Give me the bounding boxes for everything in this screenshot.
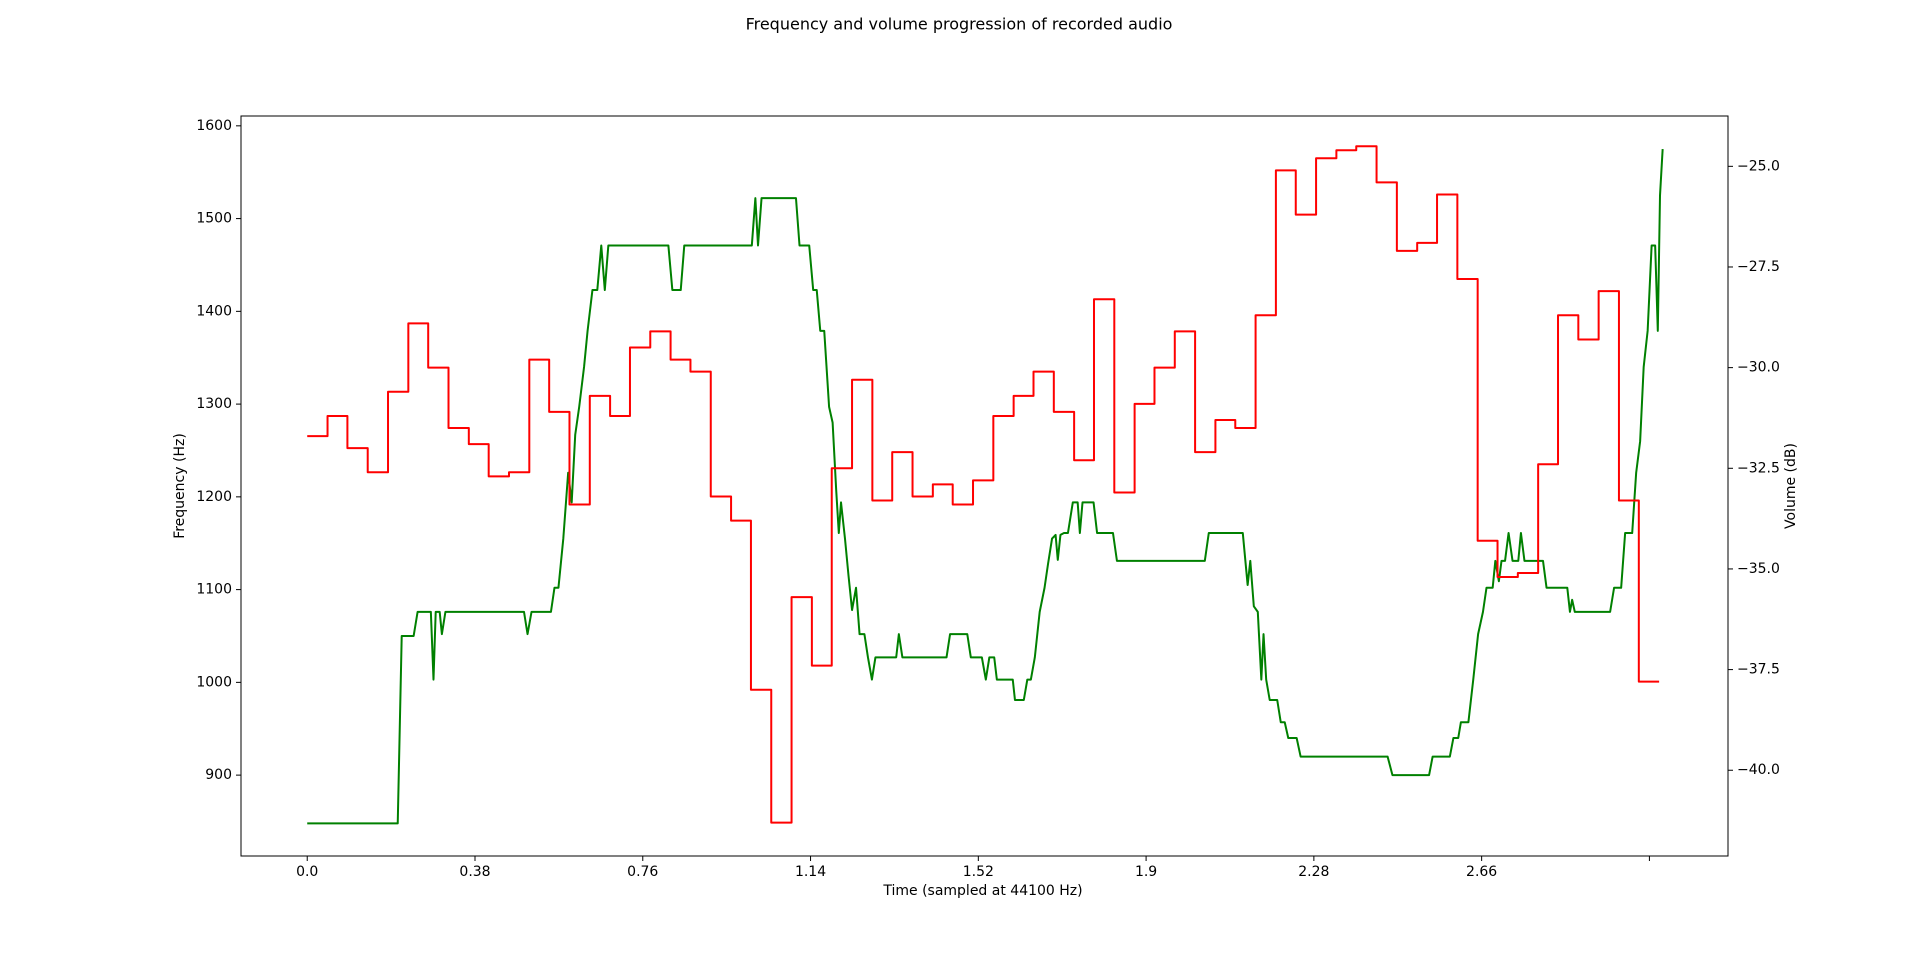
data-line: [307, 148, 1664, 825]
y2-tick-label: −27.5: [1737, 259, 1780, 275]
x-axis-label: Time (sampled at 44100 Hz): [882, 883, 1082, 899]
x-tick-label: 1.9: [1135, 864, 1157, 880]
y-tick-label: 1600: [196, 118, 232, 134]
y-tick-label: 1200: [196, 489, 232, 505]
y-tick-label: 1000: [196, 674, 232, 690]
y-tick-label: 1300: [196, 396, 232, 412]
chart-title: Frequency and volume progression of reco…: [746, 15, 1173, 34]
y-axis-label: Frequency (Hz): [172, 433, 188, 539]
y2-tick-label: −37.5: [1737, 662, 1780, 678]
x-tick-label: 0.38: [459, 864, 490, 880]
y-tick-label: 1500: [196, 211, 232, 227]
y-tick-label: 1100: [196, 582, 232, 598]
y2-axis-label: Volume (dB): [1783, 443, 1799, 529]
y2-tick-label: −35.0: [1737, 561, 1780, 577]
y2-tick-label: −30.0: [1737, 360, 1780, 376]
axes-frame: [240, 115, 1729, 857]
x-tick-label: 2.66: [1466, 864, 1497, 880]
x-tick-label: 1.52: [963, 864, 994, 880]
x-tick-label: 0.0: [296, 864, 318, 880]
x-tick-label: 1.14: [795, 864, 826, 880]
x-tick-label: 2.28: [1298, 864, 1329, 880]
y-tick-label: 900: [205, 767, 232, 783]
y2-tick-label: −25.0: [1737, 158, 1780, 174]
x-tick-label: 0.76: [627, 864, 658, 880]
data-line: [307, 145, 1660, 824]
y-tick-label: 1400: [196, 303, 232, 319]
y2-tick-label: −40.0: [1737, 762, 1780, 778]
y2-tick-label: −32.5: [1737, 460, 1780, 476]
